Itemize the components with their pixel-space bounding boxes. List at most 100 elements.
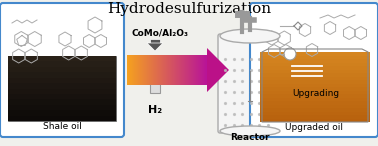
Bar [260,55,370,59]
Bar [8,61,116,67]
Polygon shape [198,55,199,85]
Polygon shape [189,55,190,85]
Polygon shape [151,55,152,85]
Polygon shape [149,55,150,85]
Polygon shape [194,55,195,85]
Polygon shape [196,55,197,85]
Bar [260,91,370,94]
Polygon shape [158,55,159,85]
Polygon shape [128,55,129,85]
Polygon shape [174,55,175,85]
Polygon shape [155,55,156,85]
Polygon shape [144,55,145,85]
Polygon shape [182,55,183,85]
Polygon shape [175,55,176,85]
Polygon shape [141,55,142,85]
Bar [8,67,116,72]
Polygon shape [139,55,140,85]
Bar [260,112,370,115]
Text: H₂: H₂ [148,105,162,115]
Bar [260,115,370,119]
Polygon shape [207,48,229,92]
Bar [260,59,370,62]
Polygon shape [165,55,166,85]
Polygon shape [171,55,172,85]
Polygon shape [292,63,322,79]
Bar [260,77,370,80]
Text: Upgrading: Upgrading [293,89,339,98]
Bar [8,83,116,88]
Polygon shape [133,55,134,85]
Bar [260,69,370,73]
Polygon shape [130,55,131,85]
Bar [8,56,116,61]
Bar [8,99,116,105]
Polygon shape [135,55,136,85]
Bar [8,110,116,116]
Bar [260,94,370,98]
Text: Hydrodesulfurization: Hydrodesulfurization [107,2,271,16]
Polygon shape [202,55,203,85]
FancyBboxPatch shape [0,3,124,137]
Polygon shape [195,55,196,85]
Polygon shape [129,55,130,85]
Polygon shape [176,55,177,85]
Polygon shape [156,55,157,85]
Polygon shape [152,55,153,85]
Polygon shape [160,55,161,85]
Polygon shape [197,55,198,85]
Polygon shape [153,55,154,85]
Polygon shape [206,55,207,85]
Polygon shape [162,55,163,85]
Bar [8,94,116,99]
Polygon shape [183,55,184,85]
Bar [260,73,370,77]
Bar [260,80,370,84]
Text: Shale oil: Shale oil [43,122,81,131]
Polygon shape [169,55,170,85]
Bar [260,101,370,105]
Polygon shape [145,55,146,85]
Polygon shape [192,55,193,85]
Polygon shape [166,55,167,85]
Polygon shape [168,55,169,85]
Polygon shape [181,55,182,85]
Polygon shape [147,71,163,79]
Text: Upgraded oil: Upgraded oil [285,123,343,132]
Polygon shape [147,55,148,85]
Polygon shape [185,55,186,85]
Polygon shape [167,55,168,85]
Polygon shape [142,55,143,85]
Polygon shape [184,55,185,85]
Polygon shape [154,55,155,85]
Polygon shape [138,55,139,85]
Polygon shape [177,55,178,85]
Bar [260,66,370,69]
Polygon shape [180,55,181,85]
Text: CoMo/Al₂O₃: CoMo/Al₂O₃ [132,28,189,37]
Polygon shape [163,55,164,85]
Polygon shape [178,55,179,85]
Bar [8,105,116,110]
Polygon shape [204,55,205,85]
Bar [8,72,116,78]
Circle shape [284,48,296,60]
Polygon shape [190,55,191,85]
Polygon shape [203,55,204,85]
FancyBboxPatch shape [250,3,378,137]
Polygon shape [127,55,128,85]
Polygon shape [150,39,160,43]
FancyBboxPatch shape [218,34,282,133]
Polygon shape [140,55,141,85]
Polygon shape [170,55,171,85]
Polygon shape [205,55,206,85]
Polygon shape [143,55,144,85]
Bar [260,119,370,122]
Bar [260,62,370,66]
Polygon shape [161,55,162,85]
Polygon shape [173,55,174,85]
Polygon shape [191,55,192,85]
Polygon shape [188,55,189,85]
Bar [8,88,116,94]
Bar [8,116,116,121]
